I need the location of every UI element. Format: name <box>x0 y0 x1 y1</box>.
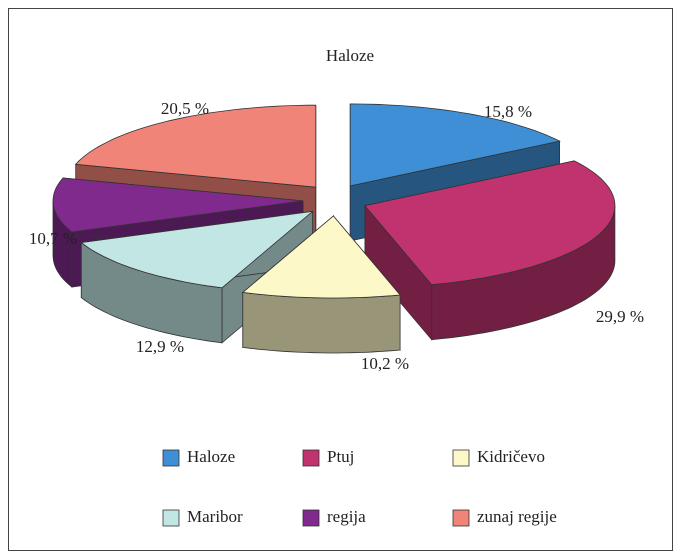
legend-label: Kidričevo <box>477 447 545 466</box>
slice-wall <box>242 291 401 354</box>
slice-top <box>80 210 314 289</box>
slice <box>364 160 616 341</box>
data-label: 10,7 % <box>29 229 77 248</box>
legend-swatch <box>162 449 180 467</box>
legend-swatch <box>452 449 470 467</box>
slice-top <box>364 160 616 286</box>
slice-top <box>52 177 304 233</box>
slice <box>241 214 401 354</box>
data-label: 29,9 % <box>596 307 644 326</box>
slice-top <box>241 215 401 299</box>
legend-swatch <box>302 449 320 467</box>
legend-label: regija <box>327 507 366 526</box>
legend-label: zunaj regije <box>477 507 557 526</box>
chart-title: Haloze <box>326 46 374 65</box>
legend-swatch <box>452 509 470 527</box>
data-label: 15,8 % <box>484 102 532 121</box>
data-label: 20,5 % <box>161 99 209 118</box>
legend-swatch <box>302 509 320 527</box>
data-label: 12,9 % <box>136 337 184 356</box>
legend-label: Maribor <box>187 507 243 526</box>
legend-label: Ptuj <box>327 447 354 466</box>
slice-top <box>74 104 317 188</box>
data-label: 10,2 % <box>361 354 409 373</box>
slice-top <box>349 103 561 187</box>
legend-swatch <box>162 509 180 527</box>
legend-label: Haloze <box>187 447 235 466</box>
